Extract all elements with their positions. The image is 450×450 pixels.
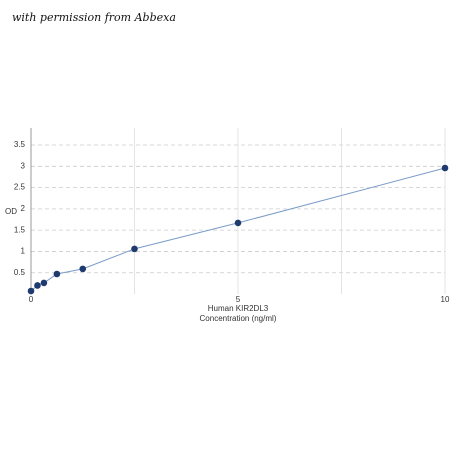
watermark: with permission from Abbexa [12,11,176,24]
chart-title: Human KIR2DL3 [208,304,269,313]
y-tick-label: 2.5 [14,183,26,192]
data-point [40,279,48,287]
data-point [53,270,61,278]
y-tick-label: 3 [21,161,26,170]
y-tick-label: 3.5 [14,140,26,149]
x-axis-label: Concentration (ng/ml) [200,314,277,323]
y-tick-label: 2 [21,204,26,213]
data-point [441,164,449,172]
x-tick-label: 0 [29,295,34,304]
y-tick-label: 1 [21,247,26,256]
data-point [234,219,242,227]
y-axis-label: OD [5,207,17,216]
x-tick-label: 5 [236,295,241,304]
x-tick-label: 10 [441,295,450,304]
y-tick-label: 1.5 [14,225,26,234]
data-point [27,287,35,295]
y-tick-label: 0.5 [14,268,26,277]
data-point [34,282,41,289]
data-point [131,245,138,253]
data-point [79,265,87,273]
